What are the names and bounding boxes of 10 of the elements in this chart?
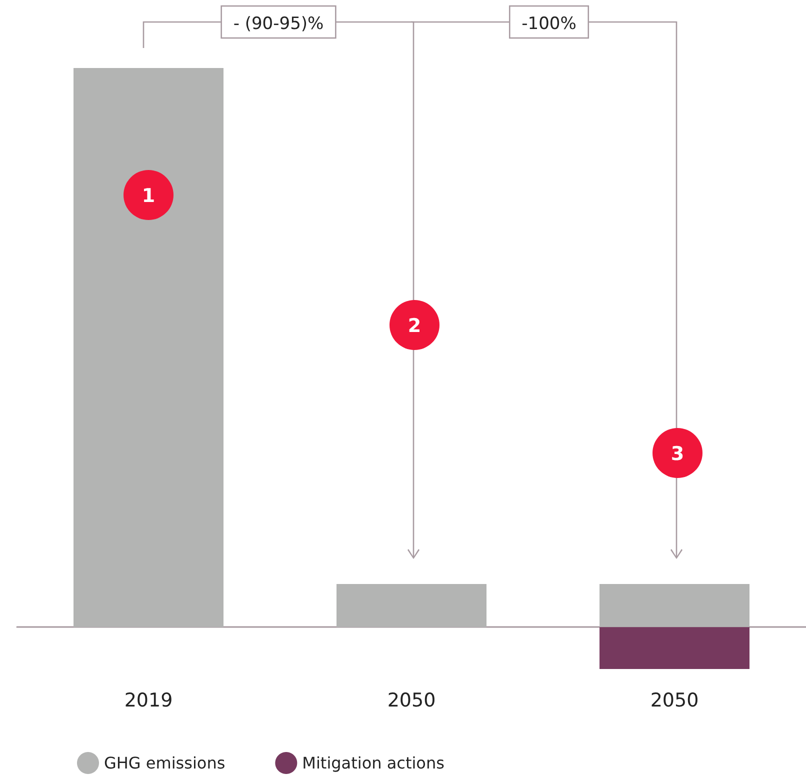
text: - (90-95)% [233,14,324,34]
text: -100% [522,14,576,34]
x-tick-label: 2050 [387,690,436,712]
legend-label: Mitigation actions [302,754,444,772]
x-tick-label: 2050 [650,690,699,712]
x-tick-label: 2019 [124,690,173,712]
annotation: 2 [408,315,422,337]
legend-label: GHG emissions [104,754,226,772]
annotation: 3 [670,443,684,465]
annotation: 1 [142,185,156,207]
